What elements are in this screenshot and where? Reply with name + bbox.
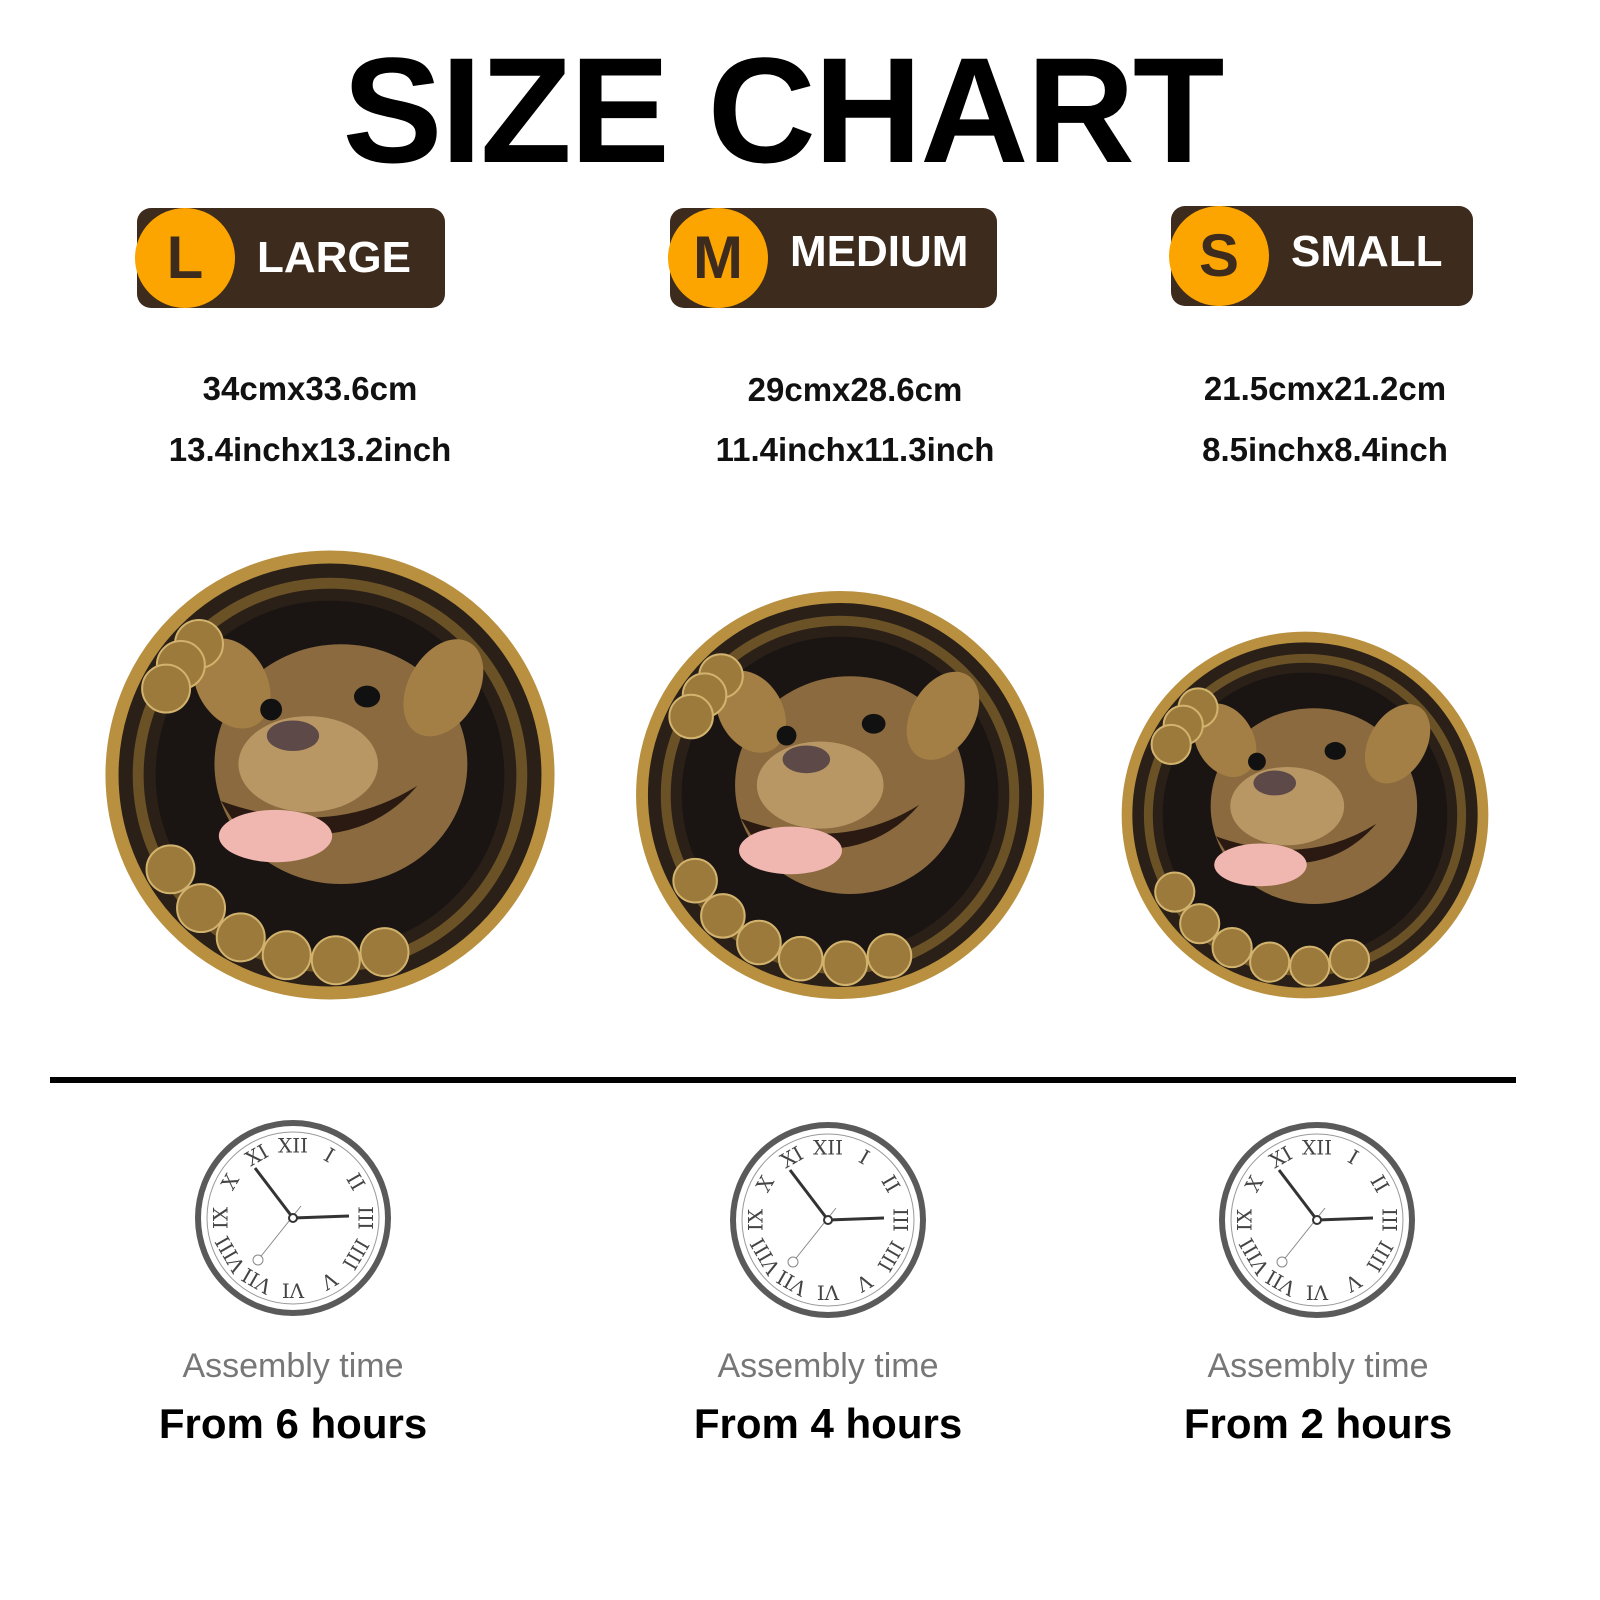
clock-second-hand-tip — [787, 1256, 799, 1268]
clock-hour-hand — [1316, 1216, 1374, 1222]
clock-center — [823, 1215, 833, 1225]
flower-ornament — [700, 893, 746, 939]
dog-ear-right — [403, 639, 484, 737]
flower-ornament — [261, 930, 312, 981]
flower-ornament — [777, 935, 824, 982]
clock-numeral: VI — [282, 1279, 305, 1303]
bulldog-medallion-large — [105, 550, 555, 1000]
imperial-dimensions-large: 13.4inchx13.2inch — [168, 431, 452, 468]
flower-ornament — [1289, 945, 1331, 987]
flower-ornament — [215, 912, 266, 963]
assembly-time-medium: From 4 hours — [693, 1400, 963, 1447]
size-letter-medium: M — [668, 208, 768, 308]
flower-ornament — [866, 933, 913, 979]
assembly-time-large: From 6 hours — [158, 1400, 428, 1447]
clock-second-hand-tip — [1276, 1256, 1288, 1268]
size-letter-small: S — [1169, 206, 1269, 306]
bulldog-medallion-small — [1121, 631, 1489, 999]
dog-nose — [266, 720, 320, 752]
clock-inner-ring — [741, 1133, 915, 1307]
flower-ornament — [145, 844, 196, 895]
assembly-label-small: Assembly time — [1207, 1347, 1429, 1385]
metric-dimensions-small: 21.5cmx21.2cm — [1203, 370, 1447, 407]
clock-numeral: IX — [743, 1208, 767, 1231]
dog-tongue — [218, 809, 333, 863]
bulldog-medallion-medium — [636, 591, 1044, 999]
flower-ornament — [736, 919, 782, 966]
clock-second-hand-tip — [252, 1254, 264, 1266]
clock-numeral: VI — [817, 1281, 840, 1305]
clock-minute-hand — [1277, 1169, 1319, 1221]
clock-numeral: III — [889, 1208, 913, 1232]
assembly-label-large: Assembly time — [182, 1347, 404, 1385]
flower-ornament — [822, 940, 869, 986]
assembly-label-medium: Assembly time — [717, 1347, 939, 1385]
imperial-dimensions-small: 8.5inchx8.4inch — [1202, 431, 1448, 468]
page-title: SIZE CHART — [342, 26, 1225, 194]
dog-ear-right — [906, 671, 980, 760]
flower-ornament — [668, 693, 714, 740]
dog-tongue — [739, 826, 842, 875]
clock-minute-hand — [788, 1169, 830, 1221]
flower-ornament — [310, 935, 361, 986]
dog-eye-left — [1248, 752, 1266, 771]
dog-eye-right — [861, 713, 886, 734]
flower-ornament — [1328, 939, 1371, 981]
size-label-medium: MEDIUM — [790, 227, 969, 276]
flower-ornament — [1150, 723, 1192, 765]
clock-minute-hand — [253, 1167, 295, 1219]
clock-inner-ring — [1230, 1133, 1404, 1307]
clock-inner-ring — [206, 1131, 380, 1305]
size-letter-large: L — [135, 208, 235, 308]
dog-eye-right — [353, 685, 381, 708]
clock-hour-hand — [292, 1214, 350, 1220]
clock-center — [288, 1213, 298, 1223]
clock-numeral: XII — [813, 1135, 843, 1159]
dog-eye-left — [776, 725, 797, 746]
flower-ornament — [141, 663, 192, 714]
size-badge-small: S SMALL — [1169, 206, 1473, 306]
clock-center — [1312, 1215, 1322, 1225]
divider — [50, 1077, 1516, 1083]
flower-ornament — [176, 883, 227, 934]
size-label-large: LARGE — [257, 233, 411, 282]
size-badge-large: L LARGE — [135, 208, 445, 308]
flower-ornament — [1154, 871, 1196, 913]
clock-numeral: XII — [1302, 1135, 1332, 1159]
size-badge-medium: M MEDIUM — [668, 208, 997, 308]
clock-hour-hand — [827, 1216, 885, 1222]
metric-dimensions-medium: 29cmx28.6cm — [747, 371, 963, 408]
imperial-dimensions-medium: 11.4inchx11.3inch — [715, 431, 995, 468]
flower-ornament — [359, 927, 410, 978]
dog-ear-right — [1364, 704, 1431, 784]
clock-numeral: IX — [208, 1206, 232, 1229]
clock-numeral: IX — [1232, 1208, 1256, 1231]
flower-ornament — [672, 857, 718, 904]
dog-tongue — [1214, 843, 1307, 887]
clock-numeral: III — [1378, 1208, 1402, 1232]
dog-nose — [1253, 770, 1297, 796]
dog-eye-right — [1324, 742, 1346, 760]
clock-numeral: III — [354, 1206, 378, 1230]
dog-nose — [782, 745, 831, 774]
size-label-small: SMALL — [1291, 227, 1443, 276]
flower-ornament — [1179, 903, 1221, 945]
clock-numeral: VI — [1306, 1281, 1329, 1305]
assembly-time-small: From 2 hours — [1183, 1400, 1453, 1447]
dog-eye-left — [260, 698, 283, 721]
clock-numeral: XII — [278, 1133, 308, 1157]
metric-dimensions-large: 34cmx33.6cm — [202, 370, 418, 407]
flower-ornament — [1211, 927, 1253, 969]
flower-ornament — [1249, 941, 1291, 983]
